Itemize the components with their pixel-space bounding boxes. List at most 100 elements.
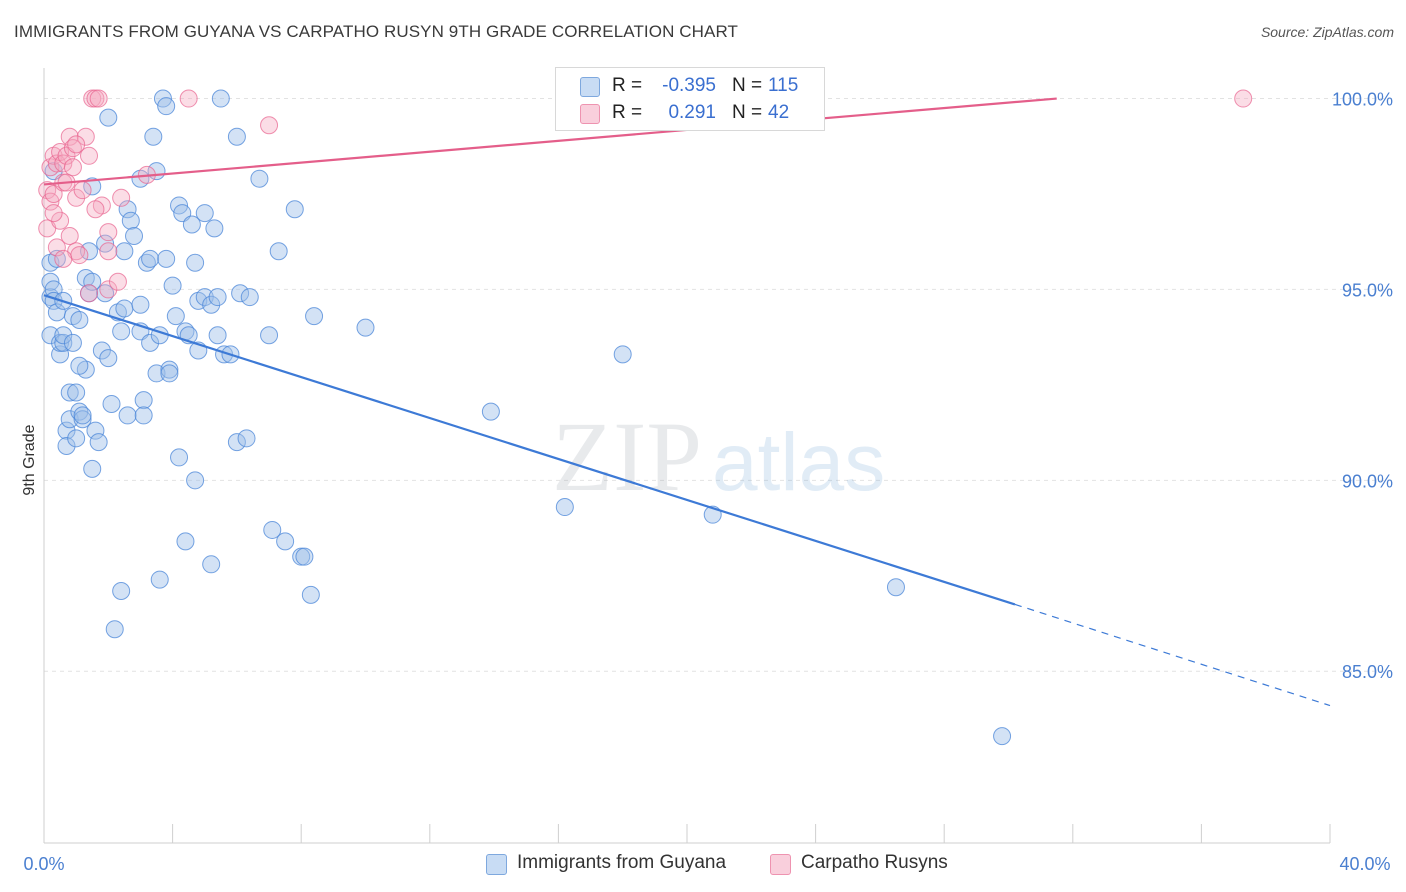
point-rusyn-13 (60, 127, 79, 146)
point-rusyn-30 (112, 188, 131, 207)
y-tick-label-3: 100.0% (1332, 90, 1393, 110)
point-guyana-103 (305, 307, 324, 326)
point-guyana-47 (125, 226, 144, 245)
watermark-zip: ZIP (552, 401, 702, 512)
point-guyana-84 (208, 288, 227, 307)
point-guyana-29 (83, 459, 102, 478)
point-guyana-110 (993, 727, 1012, 746)
point-guyana-45 (118, 406, 137, 425)
legend-r-label: R = (612, 75, 643, 96)
point-guyana-72 (176, 532, 195, 551)
y-tick-label-2: 95.0% (1342, 280, 1393, 300)
y-tick-labels: 85.0% 90.0% 95.0% 100.0% (1332, 90, 1393, 683)
point-guyana-33 (92, 341, 111, 360)
y-tick-label-1: 90.0% (1342, 471, 1393, 491)
point-guyana-67 (166, 307, 185, 326)
point-guyana-30 (83, 272, 102, 291)
point-guyana-19 (67, 429, 86, 448)
point-guyana-89 (227, 127, 246, 146)
point-rusyn-32 (86, 200, 105, 219)
point-guyana-14 (57, 436, 76, 455)
point-guyana-21 (70, 310, 89, 329)
point-rusyn-21 (76, 127, 95, 146)
trendline-rusyn (43, 97, 1057, 186)
point-guyana-42 (112, 582, 131, 601)
point-rusyn-28 (99, 280, 118, 299)
point-guyana-93 (240, 288, 259, 307)
point-guyana-68 (170, 448, 189, 467)
point-guyana-36 (99, 108, 118, 127)
point-guyana-43 (115, 299, 134, 318)
point-guyana-76 (186, 253, 205, 272)
point-guyana-105 (481, 402, 500, 421)
point-guyana-20 (67, 383, 86, 402)
point-guyana-63 (157, 249, 176, 268)
point-guyana-32 (89, 433, 108, 452)
point-guyana-102 (301, 585, 320, 604)
gridlines (44, 98, 1392, 672)
point-guyana-79 (195, 288, 214, 307)
legend-n-value: 42 (768, 102, 790, 123)
y-axis-title: 9th Grade (21, 424, 38, 495)
point-guyana-74 (182, 215, 201, 234)
axes (43, 68, 1331, 844)
point-rusyn-40 (54, 249, 73, 268)
series-rusyn-points (38, 89, 1253, 303)
point-guyana-107 (613, 345, 632, 364)
legend-r-value: 0.291 (668, 102, 716, 123)
correlation-legend: R = -0.395 N = 115 R = 0.291 N = 42 (555, 67, 825, 131)
legend-n-label: N = (732, 102, 763, 123)
point-rusyn-15 (63, 158, 82, 177)
point-rusyn-34 (260, 116, 279, 135)
x-tick-label-max: 40.0% (1339, 854, 1390, 874)
point-guyana-44 (118, 200, 137, 219)
point-guyana-97 (269, 242, 288, 261)
point-rusyn-26 (89, 89, 108, 108)
point-guyana-55 (141, 333, 160, 352)
point-rusyn-7 (47, 238, 66, 257)
point-guyana-82 (202, 555, 221, 574)
point-rusyn-39 (99, 223, 118, 242)
source-credit: Source: ZipAtlas.com (1260, 24, 1394, 40)
bottom-legend-label-rusyn: Carpatho Rusyns (801, 852, 948, 873)
point-rusyn-37 (44, 204, 63, 223)
bottom-legend-label-guyana: Immigrants from Guyana (517, 852, 727, 873)
point-rusyn-19 (70, 246, 89, 265)
point-guyana-11 (54, 326, 73, 345)
point-guyana-27 (80, 242, 99, 261)
point-rusyn-23 (80, 284, 99, 303)
point-guyana-114 (70, 356, 89, 375)
point-rusyn-33 (179, 89, 198, 108)
point-guyana-95 (260, 326, 279, 345)
legend-row-guyana: R = -0.395 N = 115 (556, 74, 824, 100)
point-guyana-65 (160, 364, 179, 383)
x-tick-label-min: 0.0% (23, 854, 64, 874)
point-guyana-90 (227, 433, 246, 452)
y-tick-label-0: 85.0% (1342, 662, 1393, 682)
watermark: ZIP atlas (552, 401, 885, 512)
point-guyana-23 (73, 410, 92, 429)
point-guyana-85 (208, 326, 227, 345)
point-guyana-52 (134, 406, 153, 425)
point-guyana-86 (211, 89, 230, 108)
legend-swatch-rusyn (580, 104, 600, 124)
point-guyana-31 (86, 421, 105, 440)
point-rusyn-31 (99, 242, 118, 261)
point-guyana-80 (195, 204, 214, 223)
point-guyana-46 (121, 211, 140, 230)
point-rusyn-17 (67, 188, 86, 207)
point-guyana-99 (285, 200, 304, 219)
point-guyana-98 (276, 532, 295, 551)
point-guyana-101 (295, 547, 314, 566)
point-guyana-60 (150, 570, 169, 589)
point-guyana-37 (99, 349, 118, 368)
point-rusyn-38 (67, 135, 86, 154)
point-guyana-92 (237, 429, 256, 448)
point-guyana-56 (144, 127, 163, 146)
point-guyana-109 (886, 578, 905, 597)
point-guyana-51 (134, 391, 153, 410)
point-guyana-49 (131, 295, 150, 314)
x-tick-labels: 0.0% 40.0% (23, 854, 1390, 874)
point-guyana-66 (163, 276, 182, 295)
